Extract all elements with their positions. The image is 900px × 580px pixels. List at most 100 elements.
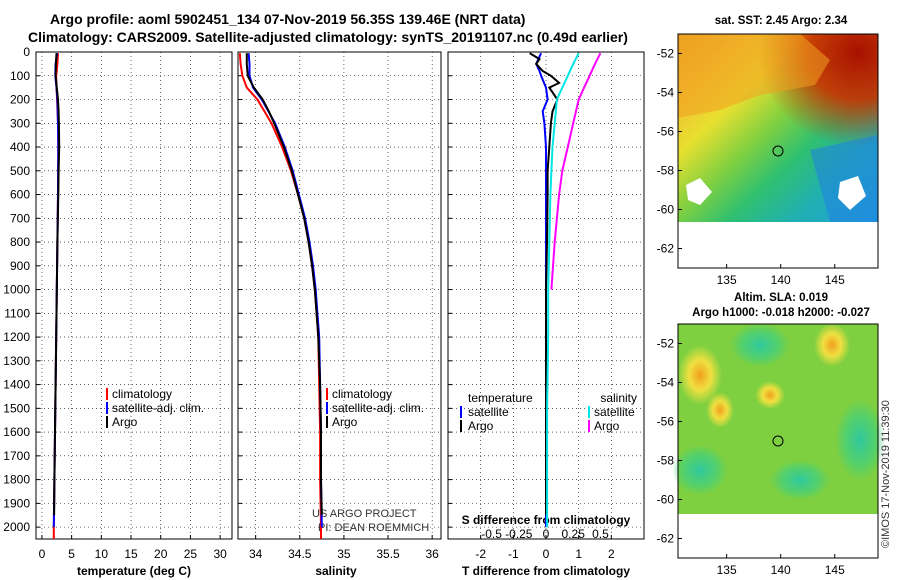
temperature-legend-label: climatology [112, 387, 172, 401]
salinity-x-tick-label: 35 [337, 547, 351, 561]
difference-x-tick-label: 0 [543, 547, 550, 561]
salinity-legend-label: satellite-adj. clim. [332, 401, 424, 415]
sla-map-subtitle: Argo h1000: -0.018 h2000: -0.027 [692, 307, 870, 319]
depth-tick-label: 900 [10, 259, 30, 273]
salinity-legend-label: Argo [332, 415, 358, 429]
difference-series-salinity-satellite [546, 52, 580, 528]
salinity-x-tick-label: 34.5 [288, 547, 312, 561]
sst-lat-tick-label: -60 [657, 203, 675, 217]
salinity-series-argo [245, 53, 323, 516]
depth-tick-label: 1100 [4, 306, 30, 320]
difference-panel: T difference from climatology S differen… [447, 51, 645, 578]
sst-lat-tick-label: -62 [657, 242, 675, 256]
salinity-marks: 34 34.5 35 35.5 36 climatologysatellite-adj. … [238, 51, 441, 561]
sst-lat-tick-label: -52 [657, 47, 675, 61]
sst-map-cloud-gap-west [686, 178, 712, 205]
salinity-series-climatology [238, 53, 322, 539]
temperature-x-tick-label: 0 [39, 547, 46, 561]
difference-t-axis-label: T difference from climatology [462, 564, 630, 578]
salinity-legend-swatch [326, 416, 328, 428]
sst-lon-tick-label: 140 [771, 273, 791, 287]
sla-lon-tick-label: 145 [825, 563, 845, 577]
difference-x-tick-label: 2 [608, 547, 615, 561]
sla-lat-tick-label: -56 [657, 415, 675, 429]
sla-anomaly-high-3 [706, 392, 734, 428]
legend-temperature-swatch [460, 406, 462, 418]
salinity-legend-label: climatology [332, 387, 392, 401]
sst-lat-tick-label: -58 [657, 164, 675, 178]
sla-anomaly-high-2 [814, 323, 850, 367]
sla-anomaly-low-3 [672, 445, 728, 495]
sst-lat-tick-label: -54 [657, 86, 675, 100]
sst-map: sat. SST: 2.45 Argo: 2.34 135 140 145 -52 -5… [657, 15, 879, 288]
temperature-legend-label: satellite-adj. clim. [112, 401, 204, 415]
sla-map-axes: 135 140 145 -52 -54 -56 -58 -60 -62 [657, 337, 845, 578]
temperature-axis-label: temperature (deg C) [77, 564, 191, 578]
legend-temperature-label: Argo [468, 419, 494, 433]
difference-x-tick-label: -1 [508, 547, 519, 561]
sst-map-axes: 135 140 145 -52 -54 -56 -58 -60 -62 [657, 47, 845, 288]
salinity-axis-label: salinity [315, 564, 357, 578]
sla-map-title: Altim. SLA: 0.019 [734, 292, 828, 304]
sst-profile-marker [772, 145, 784, 157]
depth-tick-label: 700 [10, 211, 30, 225]
legend-salinity-label: Argo [594, 419, 620, 433]
legend-salinity-swatch [588, 406, 590, 418]
depth-tick-label: 2000 [3, 520, 30, 534]
depth-tick-label: 100 [10, 69, 30, 83]
depth-tick-label: 1500 [3, 401, 30, 415]
temperature-x-tick-label: 25 [184, 547, 198, 561]
salinity-panel: salinity US ARGO PROJECT PI: DEAN ROEMMI… [237, 51, 442, 578]
difference-s-tick-label: 0.5 [592, 527, 609, 541]
difference-x-tick-label: -2 [475, 547, 486, 561]
depth-tick-label: 1800 [3, 473, 30, 487]
sla-lat-tick-label: -60 [657, 493, 675, 507]
depth-tick-label: 500 [10, 164, 30, 178]
title-line-1: Argo profile: aoml 5902451_134 07-Nov-20… [50, 11, 525, 27]
temperature-legend-swatch [106, 416, 108, 428]
sst-map-warm-band [678, 34, 830, 118]
legend-salinity-swatch [588, 420, 590, 432]
temperature-legend-swatch [106, 402, 108, 414]
sla-anomaly-high-1 [678, 345, 722, 405]
sla-lon-tick-label: 140 [771, 563, 791, 577]
temperature-series-argo [53, 53, 61, 516]
difference-series-salinity-argo [550, 52, 602, 290]
depth-tick-label: 200 [10, 93, 30, 107]
depth-tick-label: 600 [10, 188, 30, 202]
temperature-x-tick-label: 15 [124, 547, 138, 561]
title-line-2: Climatology: CARS2009. Satellite-adjuste… [28, 29, 628, 45]
sla-lat-tick-label: -54 [657, 376, 675, 390]
legend-salinity-label: satellite [594, 405, 635, 419]
sst-lat-tick-label: -56 [657, 125, 675, 139]
depth-tick-label: 300 [10, 116, 30, 130]
temperature-panel: temperature (deg C) 0 5 10 15 20 25 30 climatol… [35, 51, 233, 578]
sst-map-frame [677, 33, 879, 269]
sla-lat-tick-label: -52 [657, 337, 675, 351]
temperature-legend-label: Argo [112, 415, 138, 429]
depth-tick-label: 1300 [3, 354, 30, 368]
sla-lon-tick-label: 135 [717, 563, 737, 577]
sst-map-land-mask [678, 222, 878, 268]
difference-s-tick-label: -0.25 [505, 527, 533, 541]
difference-marks: -2 -1 0 1 2-0.5 -0.25 0 0.25 0.5temperaturesatel… [448, 51, 644, 561]
legend-salinity-title: salinity [600, 391, 637, 405]
difference-s-tick-label: -0.5 [481, 527, 502, 541]
salinity-plot-frame [237, 51, 442, 540]
sla-lat-tick-label: -62 [657, 532, 675, 546]
salinity-x-tick-label: 35.5 [376, 547, 400, 561]
sla-map-frame [677, 323, 879, 559]
sla-lat-tick-label: -58 [657, 454, 675, 468]
difference-s-tick-label: 0.25 [562, 527, 586, 541]
temperature-legend-swatch [106, 388, 108, 400]
salinity-legend-swatch [326, 388, 328, 400]
salinity-x-tick-label: 36 [425, 547, 439, 561]
legend-temperature-label: satellite [468, 405, 509, 419]
sla-anomaly-low-1 [730, 323, 790, 367]
temperature-plot-frame [35, 51, 233, 540]
temperature-x-tick-label: 20 [154, 547, 168, 561]
sla-anomaly-low-4 [770, 460, 830, 500]
depth-tick-label: 800 [10, 235, 30, 249]
sla-map-land-mask [678, 514, 878, 558]
